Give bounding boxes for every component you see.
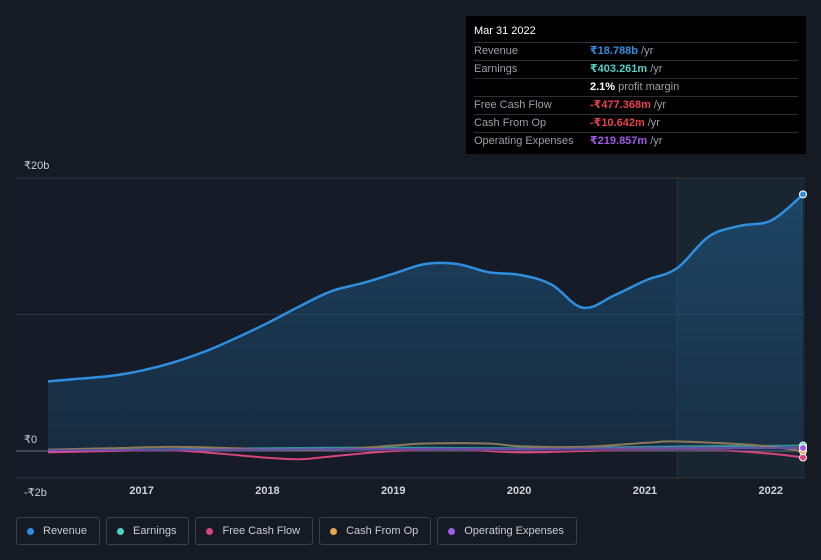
tooltip-row-value: ₹403.261m (590, 63, 648, 75)
tooltip: Mar 31 2022 Revenue ₹18.788b/yr Earnings ₹4… (466, 16, 806, 154)
x-tick-label: 2017 (129, 485, 154, 497)
series-layer (47, 193, 804, 461)
tooltip-row: Cash From Op -₹10.642m/yr (474, 115, 798, 133)
tooltip-row-unit: /yr (650, 135, 663, 147)
y-tick-label: ₹20b (24, 160, 50, 172)
tooltip-row-unit: /yr (653, 99, 667, 111)
legend-dot-icon (27, 527, 34, 535)
x-tick-label: 2021 (632, 485, 658, 497)
legend-label: Cash From Op (346, 525, 419, 537)
legend-dot-icon (117, 527, 125, 535)
tooltip-row-label: Revenue (474, 45, 519, 57)
tooltip-row-value: ₹18.788b (590, 45, 639, 57)
legend-item-revenue[interactable]: Revenue (16, 517, 101, 545)
tooltip-row: Free Cash Flow -₹477.368m/yr (474, 97, 798, 115)
legend-label: Free Cash Flow (222, 525, 301, 537)
legend-dot-icon (330, 527, 338, 535)
marker-layer (799, 190, 807, 462)
legend-dot-icon (206, 527, 214, 535)
tooltip-row-unit: profit margin (618, 81, 680, 93)
tooltip-row-value: ₹219.857m (590, 135, 648, 147)
x-tick-label: 2020 (506, 485, 532, 497)
series-revenue-end-marker (799, 190, 807, 199)
tooltip-date: Mar 31 2022 (474, 24, 798, 43)
x-tick-label: 2022 (758, 485, 784, 497)
tooltip-row-unit: /yr (650, 63, 663, 75)
y-tick-label: ₹0 (24, 434, 38, 446)
tooltip-row: Earnings ₹403.261m/yr (474, 61, 798, 79)
tooltip-row-unit: /yr (641, 45, 654, 57)
x-tick-label: 2019 (381, 485, 406, 497)
series-operating-expenses-end-marker (799, 443, 807, 452)
legend-item-earnings[interactable]: Earnings (106, 517, 190, 545)
tooltip-rows: Revenue ₹18.788b/yr Earnings ₹403.261m/yr 2.… (474, 43, 798, 150)
tooltip-row-label: Earnings (474, 63, 518, 75)
series-revenue-line (47, 193, 804, 383)
legend: Revenue Earnings Free Cash Flow Cash From O… (16, 517, 577, 545)
tooltip-row-label: Operating Expenses (474, 135, 574, 147)
tooltip-row: Revenue ₹18.788b/yr (474, 43, 798, 61)
tooltip-row-label: Free Cash Flow (474, 99, 552, 111)
tooltip-row-unit: /yr (647, 117, 660, 129)
x-tick-label: 2018 (255, 485, 280, 497)
series-revenue-area (48, 194, 803, 451)
legend-item-free-cash-flow[interactable]: Free Cash Flow (195, 517, 314, 545)
tooltip-row: 2.1% profit margin (474, 79, 798, 97)
y-tick-label: -₹2b (24, 487, 47, 500)
tooltip-row-label: Cash From Op (474, 117, 547, 129)
tooltip-row-value: -₹10.642m (590, 117, 645, 129)
legend-item-operating-expenses[interactable]: Operating Expenses (437, 517, 577, 545)
legend-label: Operating Expenses (464, 525, 564, 537)
legend-label: Revenue (43, 525, 88, 537)
legend-label: Earnings (133, 525, 177, 537)
tooltip-row-value: 2.1% (590, 81, 616, 93)
legend-item-cash-from-op[interactable]: Cash From Op (319, 517, 432, 545)
tooltip-row-value: -₹477.368m (590, 99, 651, 111)
tooltip-row-label (474, 79, 590, 96)
legend-dot-icon (448, 527, 456, 535)
tooltip-row: Operating Expenses ₹219.857m/yr (474, 133, 798, 150)
